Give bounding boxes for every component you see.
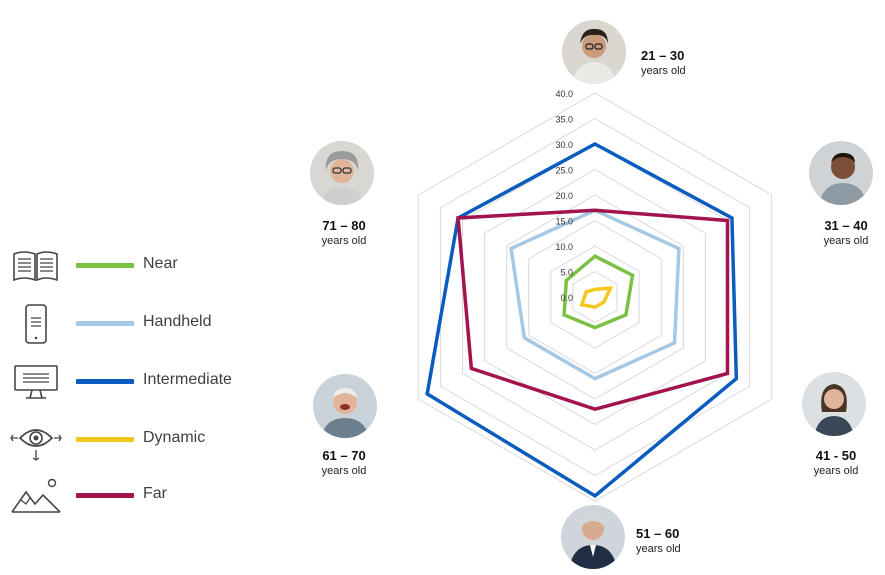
radar-grid bbox=[417, 92, 773, 502]
radar-tick-labels: 0.0 5.0 10.0 15.0 20.0 25.0 30.0 35.0 40.0 bbox=[555, 89, 573, 303]
tick-label-2: 10.0 bbox=[555, 242, 573, 252]
legend-swatch-near bbox=[76, 263, 134, 268]
tick-label-3: 15.0 bbox=[555, 217, 573, 227]
legend-item-far: Far bbox=[10, 474, 270, 518]
person-avatar-41-50 bbox=[802, 372, 866, 436]
series-intermediate bbox=[425, 142, 739, 499]
legend-item-handheld: Handheld bbox=[10, 302, 270, 346]
grid-ring-5 bbox=[484, 168, 706, 426]
monitor-icon bbox=[10, 360, 62, 404]
tick-label-8: 40.0 bbox=[555, 89, 573, 99]
tick-label-6: 30.0 bbox=[555, 140, 573, 150]
legend-swatch-far bbox=[76, 493, 134, 498]
series-dynamic bbox=[579, 286, 614, 310]
tick-label-5: 25.0 bbox=[555, 166, 573, 176]
tick-label-4: 20.0 bbox=[555, 191, 573, 201]
age-label-61-70: 61 – 70 years old bbox=[321, 448, 367, 477]
age-label-51-60: 51 – 60 years old bbox=[636, 526, 681, 555]
grid-ring-6 bbox=[461, 143, 729, 451]
phone-icon bbox=[10, 302, 62, 346]
series-far bbox=[456, 208, 730, 412]
series-near bbox=[562, 254, 635, 330]
person-avatar-31-40 bbox=[809, 141, 873, 205]
legend-label-intermediate: Intermediate bbox=[143, 371, 232, 388]
grid-ring-8 bbox=[417, 92, 773, 502]
legend-swatch-dynamic bbox=[76, 437, 134, 442]
age-label-21-30: 21 – 30 years old bbox=[641, 48, 686, 77]
grid-ring-1 bbox=[572, 270, 618, 324]
grid-ring-7 bbox=[439, 117, 751, 477]
person-avatar-71-80 bbox=[310, 141, 374, 205]
person-avatar-51-60 bbox=[561, 505, 625, 569]
radar-series bbox=[425, 142, 739, 499]
legend-label-dynamic: Dynamic bbox=[143, 429, 206, 446]
age-label-71-80: 71 – 80 years old bbox=[321, 218, 367, 247]
legend-swatch-intermediate bbox=[76, 379, 134, 384]
book-icon bbox=[10, 244, 62, 288]
tick-label-7: 35.0 bbox=[555, 115, 573, 125]
legend-item-intermediate: Intermediate bbox=[10, 360, 270, 404]
person-avatar-61-70 bbox=[313, 374, 377, 438]
age-label-31-40: 31 – 40 years old bbox=[823, 218, 869, 247]
person-avatar-21-30 bbox=[562, 20, 626, 84]
legend-item-dynamic: Dynamic bbox=[10, 418, 270, 462]
grid-ring-3 bbox=[528, 219, 662, 375]
mountain-icon bbox=[10, 474, 62, 518]
grid-ring-4 bbox=[506, 194, 684, 400]
tick-label-0: 0.0 bbox=[560, 293, 573, 303]
age-label-41-50: 41 - 50 years old bbox=[813, 448, 859, 477]
legend-swatch-handheld bbox=[76, 321, 134, 326]
grid-ring-2 bbox=[550, 245, 640, 349]
eye-icon bbox=[10, 418, 62, 462]
tick-label-1: 5.0 bbox=[560, 268, 573, 278]
legend-label-far: Far bbox=[143, 485, 167, 502]
legend-label-near: Near bbox=[143, 255, 178, 272]
legend-label-handheld: Handheld bbox=[143, 313, 212, 330]
legend-item-near: Near bbox=[10, 244, 270, 288]
series-handheld bbox=[509, 208, 681, 381]
